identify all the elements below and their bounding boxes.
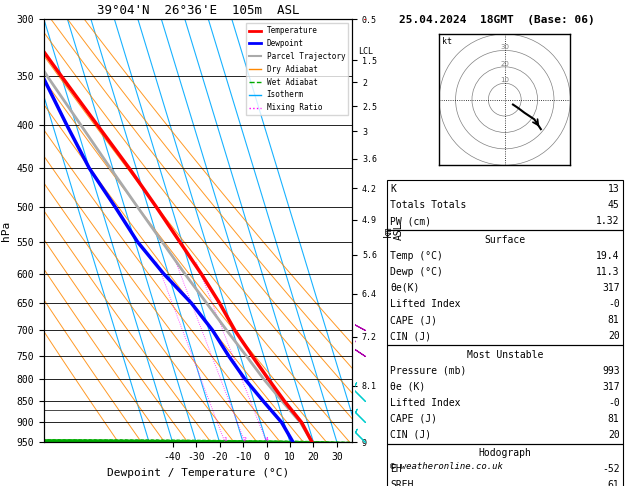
Text: -0: -0 (608, 299, 620, 309)
Y-axis label: hPa: hPa (1, 221, 11, 241)
Text: EH: EH (390, 464, 402, 474)
Text: K: K (390, 184, 396, 194)
Text: Lifted Index: Lifted Index (390, 398, 460, 408)
Text: Hodograph: Hodograph (478, 448, 532, 458)
Text: kt: kt (442, 37, 452, 46)
Text: Pressure (mb): Pressure (mb) (390, 365, 466, 376)
Text: Totals Totals: Totals Totals (390, 200, 466, 210)
Text: 11.3: 11.3 (596, 267, 620, 277)
Legend: Temperature, Dewpoint, Parcel Trajectory, Dry Adiabat, Wet Adiabat, Isotherm, Mi: Temperature, Dewpoint, Parcel Trajectory… (246, 23, 348, 115)
Text: 30: 30 (500, 44, 509, 51)
Text: CIN (J): CIN (J) (390, 430, 431, 440)
Text: 2: 2 (243, 437, 247, 442)
Text: 993: 993 (602, 365, 620, 376)
Text: 20: 20 (500, 61, 509, 67)
Text: 20: 20 (608, 331, 620, 341)
Text: 1.32: 1.32 (596, 216, 620, 226)
Text: CIN (J): CIN (J) (390, 331, 431, 341)
Text: Dewp (°C): Dewp (°C) (390, 267, 443, 277)
Text: -52: -52 (602, 464, 620, 474)
X-axis label: Dewpoint / Temperature (°C): Dewpoint / Temperature (°C) (107, 468, 289, 478)
Text: θe (K): θe (K) (390, 382, 425, 392)
Text: 20: 20 (608, 430, 620, 440)
Text: 13: 13 (608, 184, 620, 194)
Text: 4: 4 (265, 437, 269, 442)
Text: 19.4: 19.4 (596, 251, 620, 261)
Text: 61: 61 (608, 480, 620, 486)
Text: θe(K): θe(K) (390, 283, 420, 293)
Text: 45: 45 (608, 200, 620, 210)
Text: 25.04.2024  18GMT  (Base: 06): 25.04.2024 18GMT (Base: 06) (399, 15, 595, 25)
Title: 39°04'N  26°36'E  105m  ASL: 39°04'N 26°36'E 105m ASL (97, 4, 299, 17)
Text: Lifted Index: Lifted Index (390, 299, 460, 309)
Text: SREH: SREH (390, 480, 413, 486)
Text: 10: 10 (500, 77, 509, 83)
Text: 1: 1 (223, 437, 227, 442)
Text: PW (cm): PW (cm) (390, 216, 431, 226)
Text: 317: 317 (602, 382, 620, 392)
Text: LCL: LCL (359, 47, 374, 56)
Text: Most Unstable: Most Unstable (467, 349, 543, 360)
Text: Temp (°C): Temp (°C) (390, 251, 443, 261)
Text: 317: 317 (602, 283, 620, 293)
Text: 81: 81 (608, 414, 620, 424)
Text: CAPE (J): CAPE (J) (390, 315, 437, 325)
Text: Surface: Surface (484, 235, 525, 245)
Text: 81: 81 (608, 315, 620, 325)
Y-axis label: km
ASL: km ASL (382, 222, 404, 240)
Text: CAPE (J): CAPE (J) (390, 414, 437, 424)
Text: -0: -0 (608, 398, 620, 408)
Text: © weatheronline.co.uk: © weatheronline.co.uk (390, 462, 503, 471)
